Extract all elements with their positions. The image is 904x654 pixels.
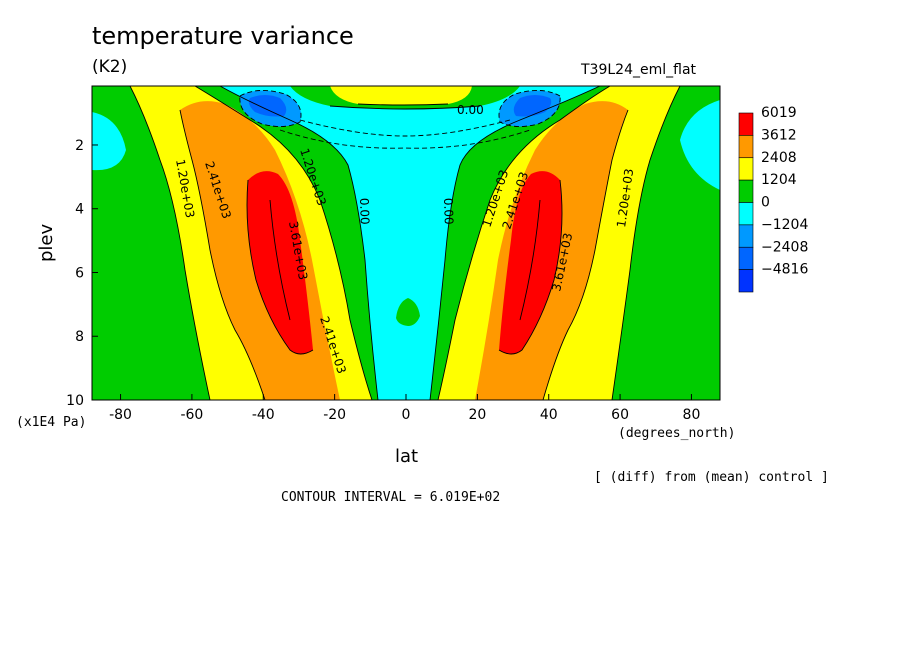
colorbar-label: 2408 xyxy=(761,150,797,166)
x-tick-label: 0 xyxy=(402,407,411,423)
y-tick-label: 2 xyxy=(75,138,84,154)
colorbar-swatch xyxy=(738,246,754,270)
colorbar-label: 6019 xyxy=(761,105,797,121)
colorbar-label: 3612 xyxy=(761,127,797,143)
experiment-label: T39L24_eml_flat xyxy=(581,62,697,78)
contour-label: 0.00 xyxy=(441,198,456,225)
max-red-right xyxy=(499,171,562,354)
cyan-patch-right xyxy=(680,100,720,190)
x-tick-label: 60 xyxy=(611,407,629,423)
colorbar-swatch xyxy=(738,269,754,293)
y-axis: 2 4 6 8 10 xyxy=(66,138,98,409)
y-axis-label: plev xyxy=(36,223,57,262)
max-red-left xyxy=(247,171,313,354)
x-axis-units: (degrees_north) xyxy=(618,426,736,441)
colorbar: 6019 3612 2408 1204 0 −1204 −2408 −4816 xyxy=(738,105,808,293)
colorbar-label: −4816 xyxy=(761,262,808,278)
chart-title: temperature variance xyxy=(92,22,354,50)
x-axis-label: lat xyxy=(395,446,419,467)
x-tick-label: 20 xyxy=(468,407,486,423)
contour-interval: CONTOUR INTERVAL = 6.019E+02 xyxy=(281,490,501,505)
y-tick-label: 6 xyxy=(75,265,84,281)
band-yellow-top xyxy=(330,86,472,105)
colorbar-swatch xyxy=(738,179,754,203)
min-blue-left-inner xyxy=(248,95,287,117)
y-axis-units: (x1E4 Pa) xyxy=(16,415,87,430)
contour-lines xyxy=(129,86,681,400)
colorbar-swatch xyxy=(738,157,754,181)
x-tick-label: 40 xyxy=(540,407,558,423)
contour-fill xyxy=(92,86,720,400)
colorbar-swatch xyxy=(738,224,754,248)
negative-tongue xyxy=(220,86,600,400)
x-tick-label: 80 xyxy=(683,407,701,423)
contour-label: 0.00 xyxy=(457,103,484,117)
colorbar-label: −2408 xyxy=(761,239,808,255)
colorbar-swatch xyxy=(738,135,754,159)
y-tick-label: 10 xyxy=(66,393,84,409)
x-tick-label: -60 xyxy=(180,407,203,423)
green-blob-equator xyxy=(396,298,420,326)
colorbar-label: −1204 xyxy=(761,217,808,233)
colorbar-swatch xyxy=(738,202,754,226)
contour-label: 0.00 xyxy=(357,198,372,225)
chart-units: (K2) xyxy=(92,57,128,77)
colorbar-label: 1204 xyxy=(761,172,797,188)
x-axis: -80 -60 -40 -20 0 20 40 60 80 xyxy=(109,394,700,423)
negative-contours xyxy=(239,90,561,149)
y-tick-label: 4 xyxy=(75,202,84,218)
diff-note: [ (diff) from (mean) control ] xyxy=(594,470,829,485)
colorbar-label: 0 xyxy=(761,195,770,211)
cyan-patch-left xyxy=(92,112,126,171)
x-tick-label: -80 xyxy=(109,407,132,423)
colorbar-swatch xyxy=(738,112,754,136)
x-tick-label: -20 xyxy=(323,407,346,423)
x-tick-label: -40 xyxy=(252,407,275,423)
y-tick-label: 8 xyxy=(75,329,84,345)
